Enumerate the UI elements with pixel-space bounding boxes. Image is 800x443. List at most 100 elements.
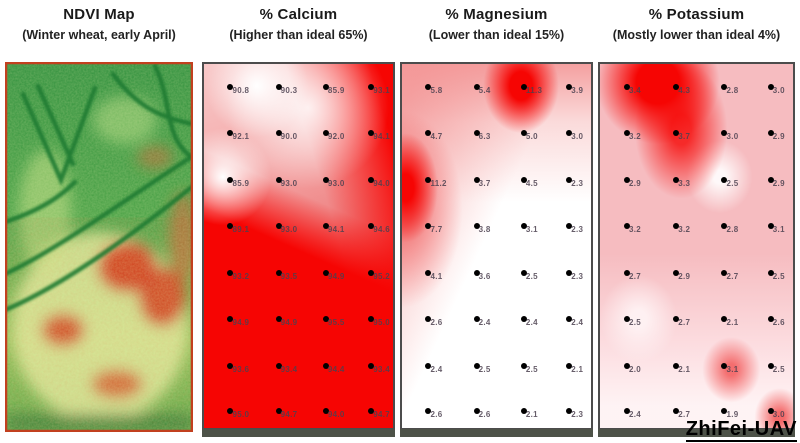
sample-point: 3.6 (473, 269, 490, 281)
sample-value: 5.4 (478, 85, 491, 95)
sample-value: 4.3 (678, 85, 691, 95)
sample-point: 3.4 (624, 83, 641, 95)
sample-point: 94.9 (322, 269, 344, 281)
sample-value: 93.6 (232, 364, 250, 374)
sample-point: 5.8 (425, 83, 442, 95)
sample-value: 3.0 (726, 132, 739, 142)
sample-value: 94.7 (373, 410, 391, 420)
sample-value: 2.5 (478, 364, 491, 374)
sample-point: 92.0 (322, 130, 344, 141)
sample-value: 2.9 (678, 271, 691, 281)
sample-point: 94.0 (368, 176, 390, 188)
sample-point: 4.5 (520, 176, 538, 188)
watermark: ZhiFei-UAV (685, 418, 797, 442)
sample-value: 2.1 (571, 364, 584, 374)
sample-value: 93.2 (232, 271, 250, 281)
sample-point: 2.6 (473, 408, 490, 419)
sample-value: 2.8 (726, 85, 739, 95)
sample-value: 93.4 (280, 364, 298, 374)
sample-point: 95.0 (368, 316, 390, 327)
sample-value: 3.6 (478, 271, 491, 281)
panel-bottom-edge (400, 429, 593, 437)
sample-value: 3.2 (678, 225, 691, 235)
ndvi-header: NDVI Map (Winter wheat, early April) (5, 6, 193, 42)
sample-value: 95.0 (232, 410, 250, 420)
sample-value: 1.9 (726, 410, 739, 420)
sample-value: 2.5 (726, 178, 739, 188)
sample-value: 94.6 (373, 225, 391, 235)
sample-point: 2.5 (767, 269, 785, 281)
sample-value: 2.9 (772, 132, 785, 142)
sample-value: 3.2 (629, 225, 642, 235)
sample-value: 94.0 (327, 410, 345, 420)
sample-value: 3.4 (629, 85, 642, 95)
sample-point: 2.9 (767, 130, 785, 141)
sample-point: 2.3 (566, 176, 583, 188)
sample-point: 6.3 (473, 130, 490, 141)
panel-bottom-edge (202, 429, 395, 437)
sample-point: 2.4 (566, 316, 583, 327)
sample-value: 11.3 (525, 85, 543, 95)
sample-point: 3.2 (673, 223, 690, 234)
sample-value: 94.1 (373, 132, 391, 142)
sample-value: 93.4 (373, 364, 391, 374)
sample-point: 90.0 (275, 130, 297, 141)
panel-title: NDVI Map (63, 6, 135, 23)
sample-value: 93.5 (280, 271, 298, 281)
sample-value: 3.1 (726, 364, 739, 374)
sample-point: 94.7 (368, 408, 390, 419)
sample-point: 3.2 (624, 223, 641, 234)
sample-point: 2.7 (673, 316, 690, 327)
sample-value: 2.4 (478, 318, 491, 328)
sample-point: 95.5 (322, 316, 344, 327)
sample-point: 2.1 (566, 362, 583, 374)
sample-value: 2.4 (571, 318, 584, 328)
sample-value: 2.1 (726, 318, 739, 328)
sample-point: 3.3 (673, 176, 690, 188)
sample-value: 4.1 (430, 271, 443, 281)
sample-value: 90.0 (280, 132, 298, 142)
sample-point: 94.9 (227, 316, 249, 327)
sample-value: 2.7 (678, 410, 691, 420)
sample-point: 2.8 (721, 83, 738, 95)
sample-value: 2.8 (726, 225, 739, 235)
sample-point: 90.3 (275, 83, 297, 95)
sample-point: 93.0 (275, 176, 297, 188)
sample-point: 94.9 (275, 316, 297, 327)
potassium-heatmap: 3.4 4.3 2.8 3.0 3.2 3.7 3.0 2.9 2.9 3.3 2.5 2.9 3.2 3… (598, 62, 795, 437)
sample-point: 93.4 (368, 362, 390, 374)
sample-point: 2.0 (624, 362, 641, 374)
sample-value: 3.8 (478, 225, 491, 235)
magnesium-header: % Magnesium (Lower than ideal 15%) (400, 6, 593, 42)
sample-point: 94.1 (368, 130, 390, 141)
sample-point: 3.1 (721, 362, 738, 374)
sample-point: 2.4 (624, 408, 641, 419)
sample-point: 94.4 (322, 362, 344, 374)
sample-value: 3.0 (571, 132, 584, 142)
sample-value: 3.0 (772, 85, 785, 95)
sample-point: 3.0 (721, 130, 738, 141)
sample-value: 2.9 (772, 178, 785, 188)
potassium-sample-grid: 3.4 4.3 2.8 3.0 3.2 3.7 3.0 2.9 2.9 3.3 2.5 2.9 3.2 3… (600, 64, 793, 428)
sample-value: 2.9 (629, 178, 642, 188)
sample-point: 5.4 (473, 83, 490, 95)
sample-point: 3.1 (767, 223, 785, 234)
sample-point: 2.9 (767, 176, 785, 188)
sample-value: 2.5 (629, 318, 642, 328)
sample-value: 2.5 (525, 364, 538, 374)
sample-value: 90.3 (280, 85, 298, 95)
sample-value: 4.5 (525, 178, 538, 188)
sample-point: 5.0 (520, 130, 538, 141)
sample-value: 2.6 (430, 410, 443, 420)
sample-value: 3.2 (629, 132, 642, 142)
sample-point: 2.7 (673, 408, 690, 419)
sample-value: 89.1 (232, 225, 250, 235)
sample-value: 94.9 (327, 271, 345, 281)
sample-value: 2.5 (772, 271, 785, 281)
sample-value: 93.0 (327, 178, 345, 188)
sample-point: 93.2 (227, 269, 249, 281)
sample-point: 3.7 (473, 176, 490, 188)
sample-point: 2.9 (673, 269, 690, 281)
sample-point: 93.0 (322, 176, 344, 188)
